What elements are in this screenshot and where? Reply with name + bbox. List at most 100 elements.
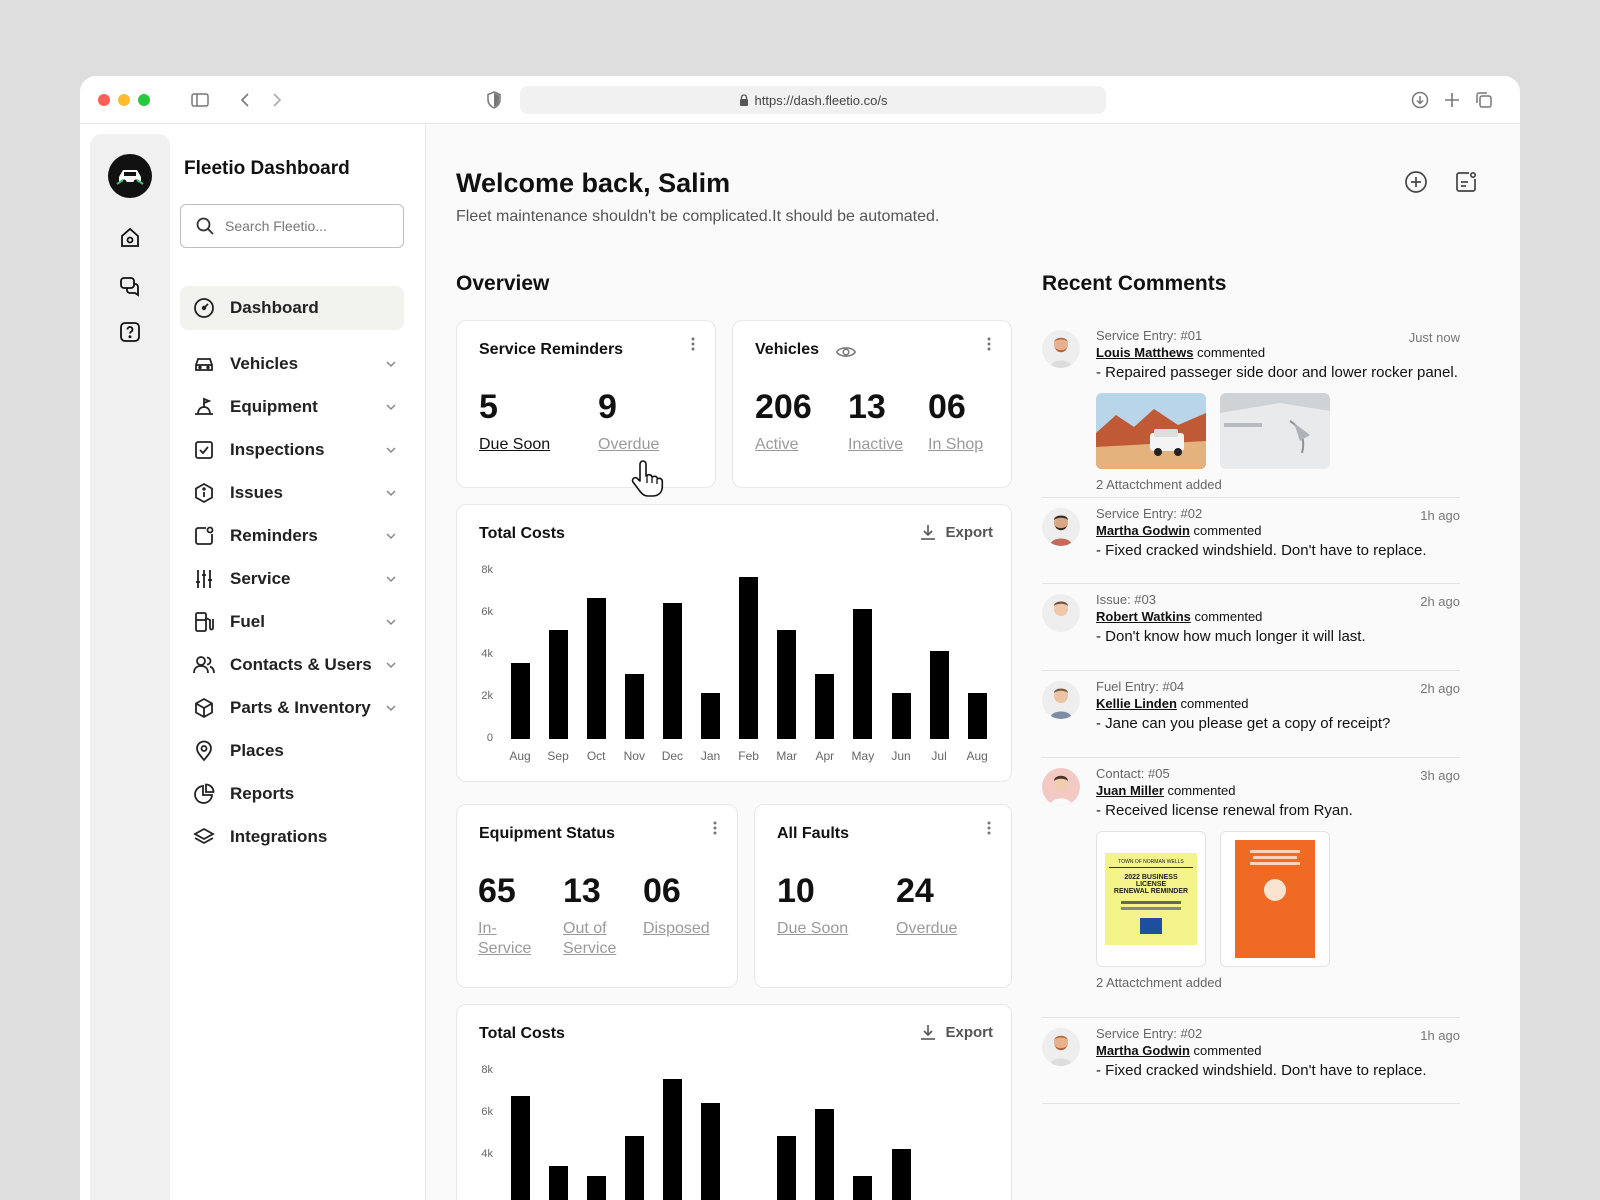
sidebar-item-fuel[interactable]: Fuel	[180, 600, 404, 644]
search-input[interactable]: Search Fleetio...	[180, 204, 404, 248]
commenter-name-link[interactable]: Kellie Linden	[1096, 696, 1177, 711]
chart-bar[interactable]	[777, 629, 797, 739]
commenter-name-link[interactable]: Robert Watkins	[1096, 609, 1191, 624]
chart-bar[interactable]	[548, 629, 568, 739]
chart-bar[interactable]	[739, 577, 759, 739]
comment-text: - Jane can you please get a copy of rece…	[1096, 715, 1391, 732]
sidebar-item-reminders[interactable]: Reminders	[180, 514, 404, 558]
stat-label[interactable]: Out of Service	[563, 920, 617, 957]
stat-inactive[interactable]: 13 Inactive	[848, 387, 903, 455]
stat-label[interactable]: Overdue	[598, 436, 660, 453]
forward-icon[interactable]	[266, 90, 286, 110]
chart-bar[interactable]	[815, 1108, 835, 1200]
stat-disposed[interactable]: 06 Disposed	[643, 871, 710, 939]
more-options-icon[interactable]	[987, 821, 991, 835]
stat-overdue[interactable]: 9 Overdue	[598, 387, 659, 455]
new-tab-icon[interactable]	[1442, 90, 1462, 110]
sidebar-item-parts-inventory[interactable]: Parts & Inventory	[180, 686, 404, 730]
commenter-name-link[interactable]: Louis Matthews	[1096, 345, 1194, 360]
comment-item[interactable]: Contact: #05 3h ago Juan Miller commente…	[1042, 758, 1460, 1018]
download-icon[interactable]	[1410, 90, 1430, 110]
export-button[interactable]: Export	[919, 523, 993, 541]
stat-label[interactable]: Inactive	[848, 436, 904, 453]
chart-bar[interactable]	[510, 1096, 530, 1200]
attachment-thumbnail[interactable]	[1220, 393, 1330, 469]
chart-bar[interactable]	[586, 1176, 606, 1200]
chart-bar[interactable]	[853, 608, 873, 739]
chart-bar[interactable]	[967, 692, 987, 739]
stat-label[interactable]: Overdue	[896, 920, 958, 937]
chat-icon[interactable]	[118, 274, 142, 298]
sidebar-item-inspections[interactable]: Inspections	[180, 428, 404, 472]
close-window-button[interactable]	[98, 94, 110, 106]
chart-bar[interactable]	[853, 1176, 873, 1200]
attachment-document[interactable]	[1220, 831, 1330, 967]
comment-item[interactable]: Service Entry: #02 1h ago Martha Godwin …	[1042, 498, 1460, 584]
comment-item[interactable]: Fuel Entry: #04 2h ago Kellie Linden com…	[1042, 671, 1460, 758]
comments-list: Service Entry: #01 Just now Louis Matthe…	[1042, 320, 1460, 1104]
stat-due-soon[interactable]: 10 Due Soon	[777, 871, 848, 939]
commenter-name-link[interactable]: Martha Godwin	[1096, 523, 1190, 538]
sidebar-item-equipment[interactable]: Equipment	[180, 385, 404, 429]
stat-out-of-service[interactable]: 13 Out of Service	[563, 871, 633, 959]
chart-bar[interactable]	[929, 650, 949, 739]
address-bar[interactable]: https://dash.fleetio.co/s	[520, 86, 1106, 114]
more-options-icon[interactable]	[691, 337, 695, 351]
chart-bar[interactable]	[701, 692, 720, 739]
chart-bar[interactable]	[815, 673, 835, 739]
sidebar-item-dashboard[interactable]: Dashboard	[180, 286, 404, 330]
sidebar-toggle-icon[interactable]	[190, 90, 210, 110]
home-icon[interactable]	[118, 226, 142, 250]
chart-bar[interactable]	[662, 1079, 682, 1200]
stat-label[interactable]: Due Soon	[777, 920, 849, 937]
app-logo[interactable]	[108, 154, 152, 198]
chart-bar[interactable]	[777, 1136, 797, 1200]
chart-bar[interactable]	[701, 1102, 720, 1200]
stat-overdue[interactable]: 24 Overdue	[896, 871, 957, 939]
chart-bar[interactable]	[624, 1136, 644, 1200]
stat-label[interactable]: Disposed	[643, 920, 710, 937]
stat-label[interactable]: In Shop	[928, 436, 984, 453]
export-button[interactable]: Export	[919, 1023, 993, 1041]
stat-in-service[interactable]: 65 In-Service	[478, 871, 548, 959]
sidebar-item-places[interactable]: Places	[180, 729, 404, 773]
chart-bar[interactable]	[662, 602, 682, 739]
back-icon[interactable]	[236, 90, 256, 110]
more-options-icon[interactable]	[713, 821, 717, 835]
stat-label[interactable]: Due Soon	[479, 436, 551, 453]
sidebar-item-reports[interactable]: Reports	[180, 772, 404, 816]
sidebar-item-vehicles[interactable]: Vehicles	[180, 342, 404, 386]
more-options-icon[interactable]	[987, 337, 991, 351]
comment-item[interactable]: Service Entry: #02 1h ago Martha Godwin …	[1042, 1018, 1460, 1104]
chart-bar[interactable]	[891, 1148, 911, 1200]
chart-bar[interactable]	[548, 1165, 568, 1200]
sidebar-item-issues[interactable]: Issues	[180, 471, 404, 515]
help-icon[interactable]	[118, 320, 142, 344]
comment-item[interactable]: Service Entry: #01 Just now Louis Matthe…	[1042, 320, 1460, 498]
tabs-overview-icon[interactable]	[1474, 90, 1494, 110]
shield-icon[interactable]	[484, 90, 504, 110]
sidebar-item-integrations[interactable]: Integrations	[180, 815, 404, 859]
maximize-window-button[interactable]	[138, 94, 150, 106]
stat-label[interactable]: In-Service	[478, 920, 532, 957]
stat-label[interactable]: Active	[755, 436, 799, 453]
chevron-down-icon	[386, 533, 396, 540]
minimize-window-button[interactable]	[118, 94, 130, 106]
sidebar-item-contacts-users[interactable]: Contacts & Users	[180, 643, 404, 687]
stat-active[interactable]: 206 Active	[755, 387, 812, 455]
add-circle-icon[interactable]	[1404, 170, 1428, 194]
chart-bar[interactable]	[510, 663, 530, 739]
chart-bar[interactable]	[891, 692, 911, 739]
comment-item[interactable]: Issue: #03 2h ago Robert Watkins comment…	[1042, 584, 1460, 671]
notes-icon[interactable]	[1454, 170, 1478, 194]
stat-due-soon[interactable]: 5 Due Soon	[479, 387, 550, 455]
attachment-document[interactable]: TOWN OF NORMAN WELLS 2022 BUSINESS LICEN…	[1096, 831, 1206, 967]
commenter-name-link[interactable]: Martha Godwin	[1096, 1043, 1190, 1058]
chart-bar[interactable]	[624, 673, 644, 739]
commenter-name-link[interactable]: Juan Miller	[1096, 783, 1164, 798]
eye-icon[interactable]	[835, 341, 857, 363]
chart-bar[interactable]	[586, 598, 606, 739]
stat-in-shop[interactable]: 06 In Shop	[928, 387, 983, 455]
sidebar-item-service[interactable]: Service	[180, 557, 404, 601]
attachment-thumbnail[interactable]	[1096, 393, 1206, 469]
